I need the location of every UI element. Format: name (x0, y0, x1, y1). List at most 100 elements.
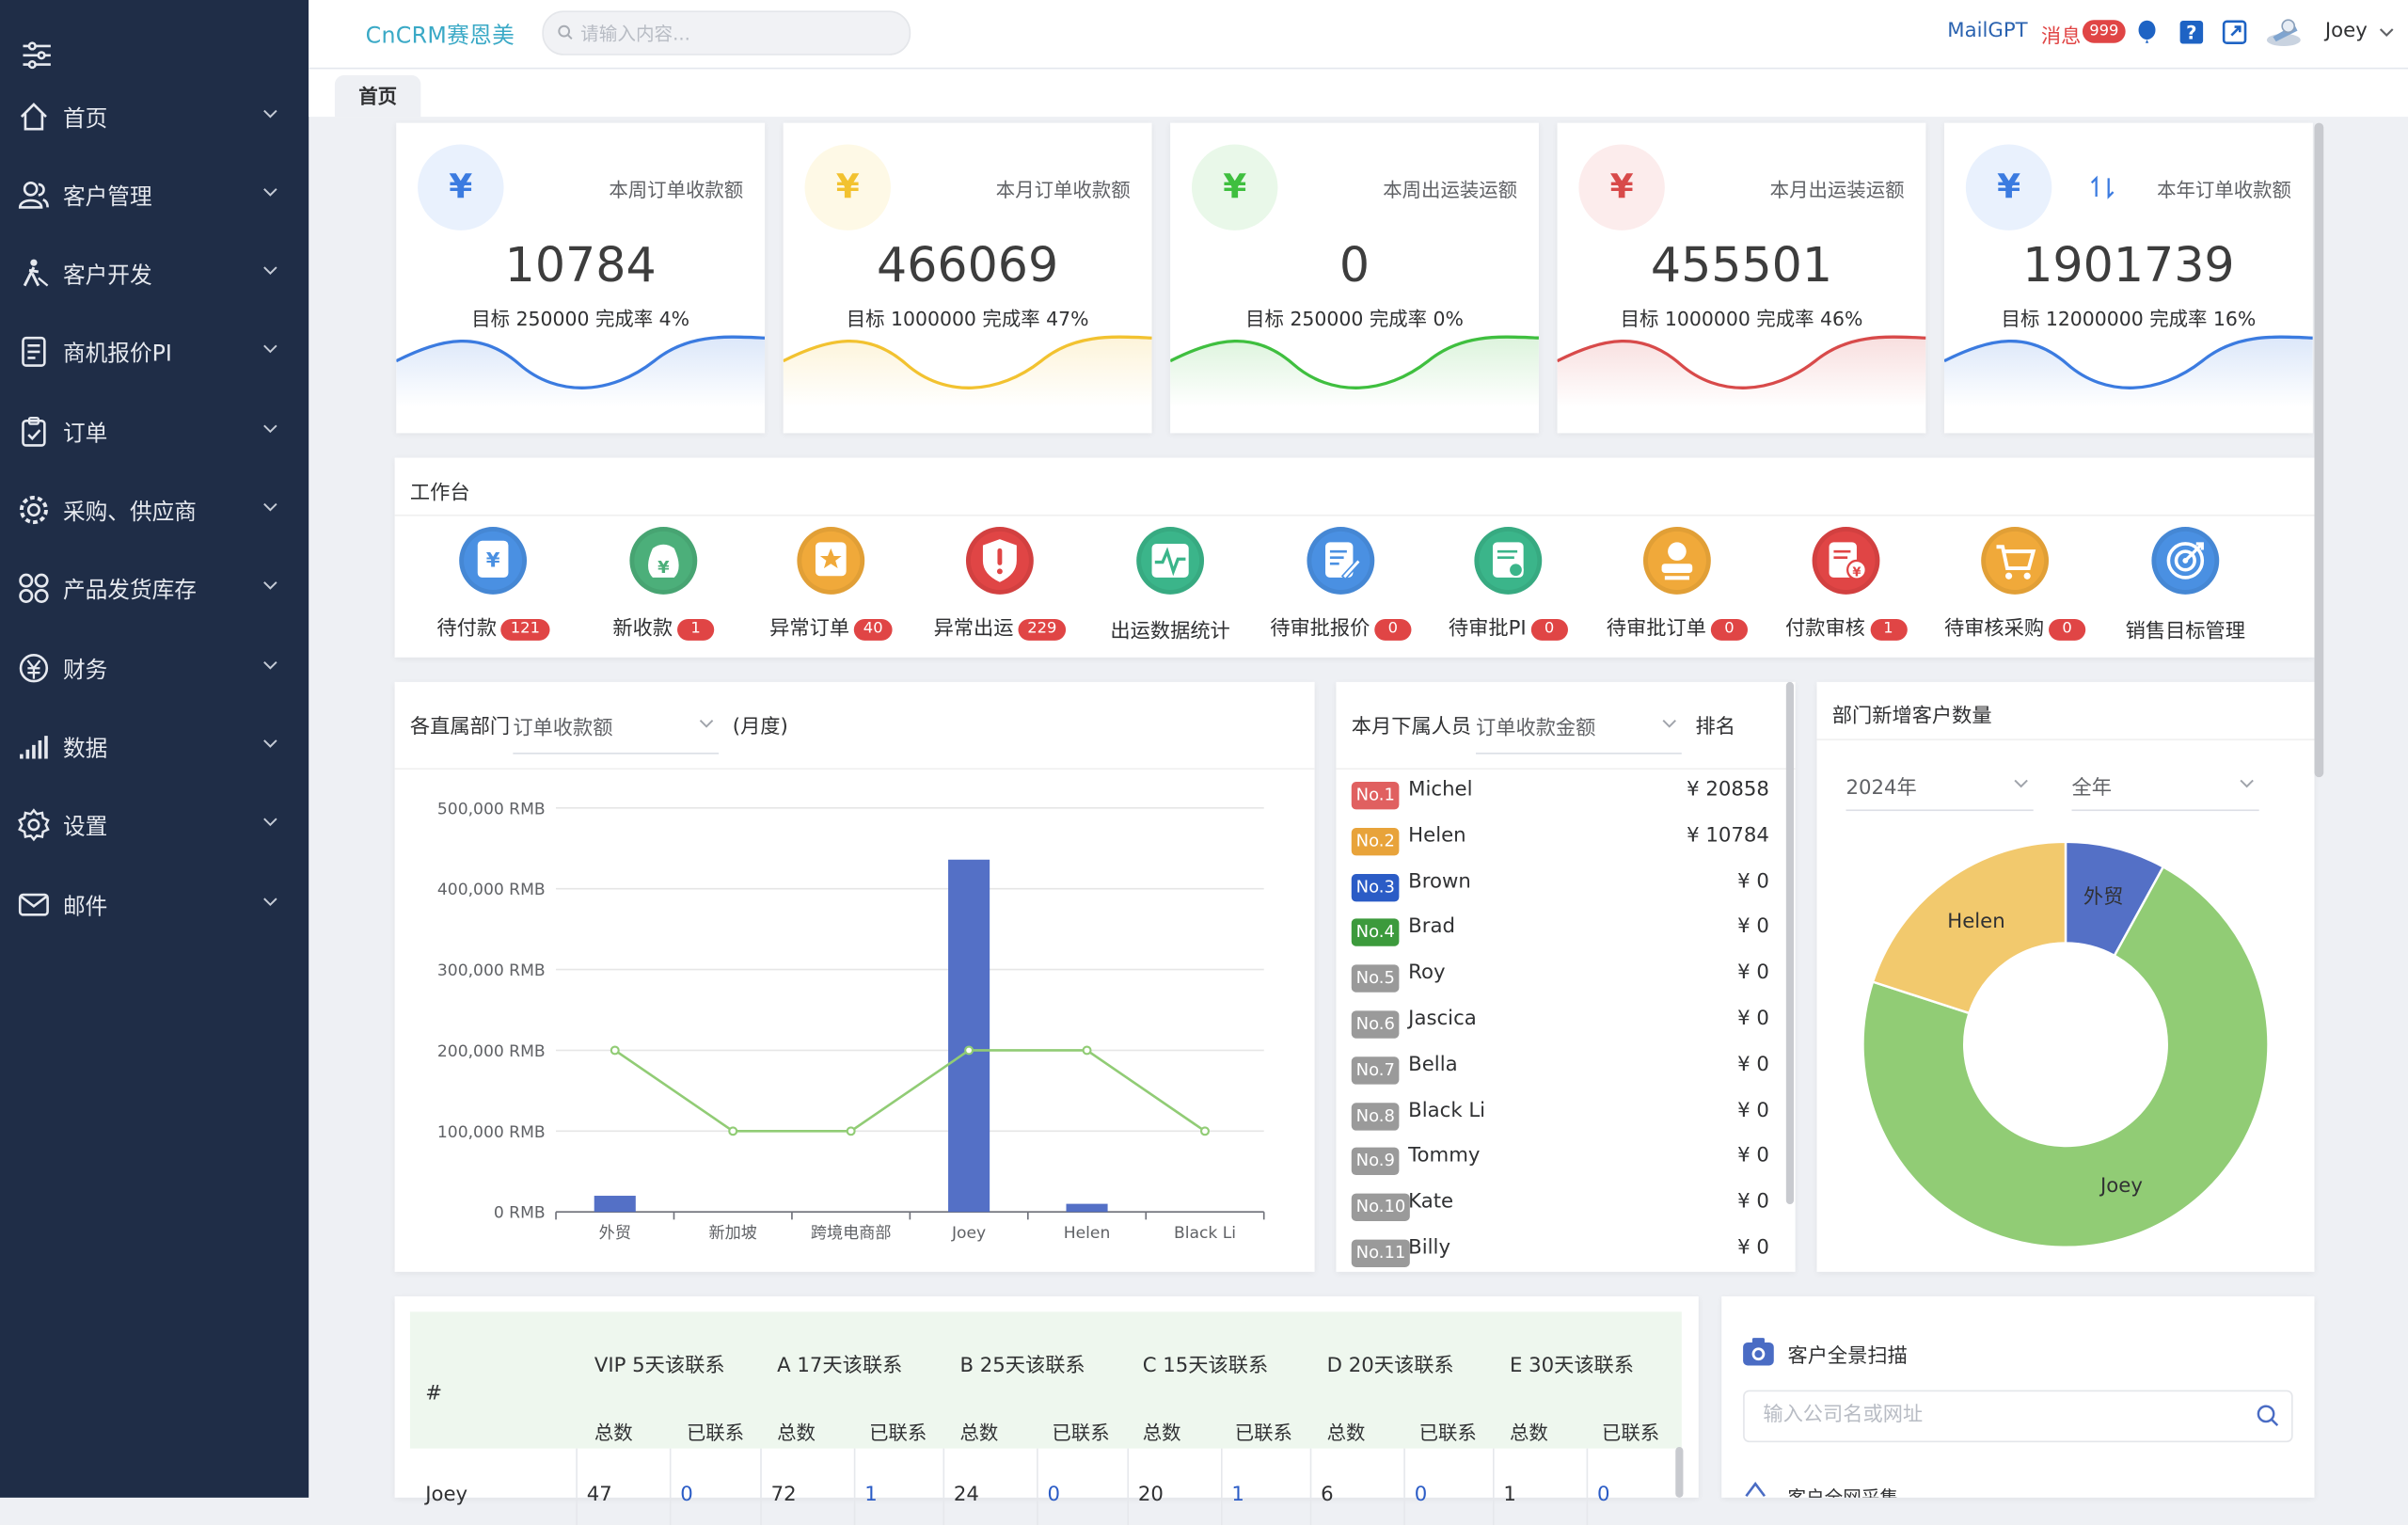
y-tick-label: 200,000 RMB (437, 1042, 546, 1061)
ranking-row[interactable]: No.11 Billy ¥ 0 (1351, 1231, 1769, 1278)
sidebar-item-3[interactable]: 商机报价PI (0, 321, 309, 382)
workbench-item[interactable]: 销售目标管理 (2101, 525, 2271, 663)
sidebar-item-9[interactable]: 设置 (0, 794, 309, 855)
table-hash: # (425, 1382, 443, 1406)
total-header: 总数 (1142, 1421, 1181, 1444)
workbench-item[interactable]: 待审批订单 0 (1592, 525, 1762, 663)
total-header: 总数 (777, 1421, 816, 1444)
workbench-item[interactable]: ¥ 待付款 121 (408, 525, 578, 663)
ranking-row[interactable]: No.6 Jascica ¥ 0 (1351, 1003, 1769, 1049)
table-scrollbar[interactable] (1675, 1447, 1684, 1498)
donut-slice[interactable] (1861, 865, 2270, 1248)
search-input[interactable] (577, 18, 891, 50)
sidebar-item-2[interactable]: 客户开发 (0, 243, 309, 304)
workbench-item[interactable]: ¥ 新收款 1 (579, 525, 749, 663)
rank-name: Helen (1408, 824, 1466, 848)
ranking-row[interactable]: No.5 Roy ¥ 0 (1351, 957, 1769, 1003)
ranking-row[interactable]: No.1 Michel ¥ 20858 (1351, 774, 1769, 820)
chevron-down-icon[interactable] (2379, 27, 2394, 38)
company-search-input[interactable] (1760, 1402, 2227, 1429)
sidebar-item-4[interactable]: 订单 (0, 401, 309, 462)
workbench-label: 新收款 (612, 617, 673, 641)
x-tick-label: 外贸 (599, 1224, 631, 1243)
y-tick-label: 400,000 RMB (437, 881, 546, 899)
sidebar-item-8[interactable]: 数据 (0, 716, 309, 777)
scan-next-item[interactable]: 客户全网采集 (1787, 1484, 1898, 1497)
contacted-link[interactable]: 0 (1047, 1484, 1061, 1507)
chevron-down-icon (2240, 779, 2254, 788)
workbench-title: 工作台 (409, 482, 470, 506)
ranking-suffix: 排名 (1695, 715, 1735, 739)
ranking-row[interactable]: No.10 Kate ¥ 0 (1351, 1186, 1769, 1232)
workbench-item[interactable]: 待审批PI 0 (1424, 525, 1593, 663)
workbench-item[interactable]: 异常出运 229 (915, 525, 1085, 663)
line-point (964, 1045, 974, 1056)
group-header: A 17天该联系 (777, 1355, 903, 1378)
chevron-down-icon (263, 581, 277, 590)
ranking-row[interactable]: No.8 Black Li ¥ 0 (1351, 1094, 1769, 1140)
balloon-icon[interactable] (2133, 19, 2161, 46)
stat-card[interactable]: ¥ 本周订单收款额 10784 目标 250000 完成率 4% (396, 122, 766, 434)
period-select[interactable]: 全年 (2071, 771, 2259, 812)
total-cell: 20 (1137, 1484, 1164, 1507)
workbench-item[interactable]: 待审核采购 0 (1930, 525, 2099, 663)
contacted-link[interactable]: 0 (1414, 1484, 1428, 1507)
contacted-link[interactable]: 0 (1597, 1484, 1610, 1507)
scan-search-box[interactable] (1743, 1390, 2293, 1443)
ranking-row[interactable]: No.4 Brad ¥ 0 (1351, 912, 1769, 958)
ranking-row[interactable]: No.3 Brown ¥ 0 (1351, 866, 1769, 912)
page-scrollbar[interactable] (2314, 122, 2324, 778)
stat-card[interactable]: ¥ 本年订单收款额 1901739 目标 12000000 完成率 16% (1943, 122, 2313, 434)
messages-link[interactable]: 消息 (2040, 25, 2082, 50)
top-header: CnCRM赛恩美 MailGPT 消息 999 ? Joey (309, 0, 2408, 70)
workbench-item[interactable]: 异常订单 40 (746, 525, 915, 663)
sidebar-item-1[interactable]: 客户管理 (0, 165, 309, 226)
help-icon[interactable]: ? (2178, 19, 2205, 46)
count-badge: 0 (1530, 618, 1568, 641)
ranking-row[interactable]: No.7 Bella ¥ 0 (1351, 1049, 1769, 1095)
stat-card[interactable]: ¥ 本月出运装运额 455501 目标 1000000 完成率 46% (1557, 122, 1926, 434)
workbench-item[interactable]: 出运数据统计 (1085, 525, 1255, 663)
mailgpt-link[interactable]: MailGPT (1947, 20, 2028, 43)
search-box[interactable] (542, 10, 911, 56)
dept-metric-select[interactable]: 订单收款额 (513, 711, 720, 755)
swap-icon[interactable] (2088, 173, 2115, 200)
stat-title: 本月订单收款额 (995, 178, 1131, 201)
workbench-item[interactable]: 待审批报价 0 (1257, 525, 1426, 663)
sidebar-item-0[interactable]: 首页 (0, 86, 309, 147)
tab-home[interactable]: 首页 (334, 75, 421, 118)
rank-badge: No.6 (1351, 1010, 1400, 1039)
sidebar-item-5[interactable]: 采购、供应商 (0, 479, 309, 540)
contacted-link[interactable]: 1 (1231, 1484, 1244, 1507)
stat-card[interactable]: ¥ 本月订单收款额 466069 目标 1000000 完成率 47% (783, 122, 1152, 434)
stat-wave (783, 335, 1152, 407)
ranking-metric-select[interactable]: 订单收款金额 (1476, 711, 1682, 755)
rank-badge: No.3 (1351, 873, 1400, 901)
brand-logo[interactable]: CnCRM赛恩美 (365, 24, 515, 50)
stat-card[interactable]: ¥ 本周出运装运额 0 目标 250000 完成率 0% (1170, 122, 1539, 434)
workbench-item[interactable]: ¥ 付款审核 1 (1762, 525, 1931, 663)
user-avatar[interactable] (2264, 15, 2304, 49)
stat-value: 455501 (1650, 238, 1833, 294)
year-select[interactable]: 2024年 (1846, 771, 2034, 812)
ranking-row[interactable]: No.9 Tommy ¥ 0 (1351, 1140, 1769, 1186)
external-link-icon[interactable] (2221, 19, 2248, 46)
contacted-link[interactable]: 0 (680, 1484, 693, 1507)
ranking-scrollbar[interactable] (1785, 681, 1794, 1205)
quote-edit-icon (1307, 527, 1375, 595)
workbench-label: 待审批订单 (1606, 617, 1706, 641)
contacted-link[interactable]: 1 (864, 1484, 878, 1507)
user-name[interactable]: Joey (2324, 20, 2368, 43)
sidebar-item-6[interactable]: 产品发货库存 (0, 558, 309, 619)
contacted-header: 已联系 (1601, 1421, 1660, 1444)
sidebar-item-7[interactable]: 财务 (0, 638, 309, 699)
donut-slice[interactable] (1871, 840, 2067, 1015)
stat-title: 本周订单收款额 (609, 178, 744, 201)
search-icon[interactable] (2256, 1404, 2279, 1427)
sidebar-item-label: 数据 (62, 736, 108, 762)
sidebar-item-10[interactable]: 邮件 (0, 874, 309, 935)
menu-toggle-icon[interactable] (20, 40, 54, 71)
stat-title: 本周出运装运额 (1383, 178, 1518, 201)
line-point (846, 1126, 856, 1136)
ranking-row[interactable]: No.2 Helen ¥ 10784 (1351, 820, 1769, 866)
